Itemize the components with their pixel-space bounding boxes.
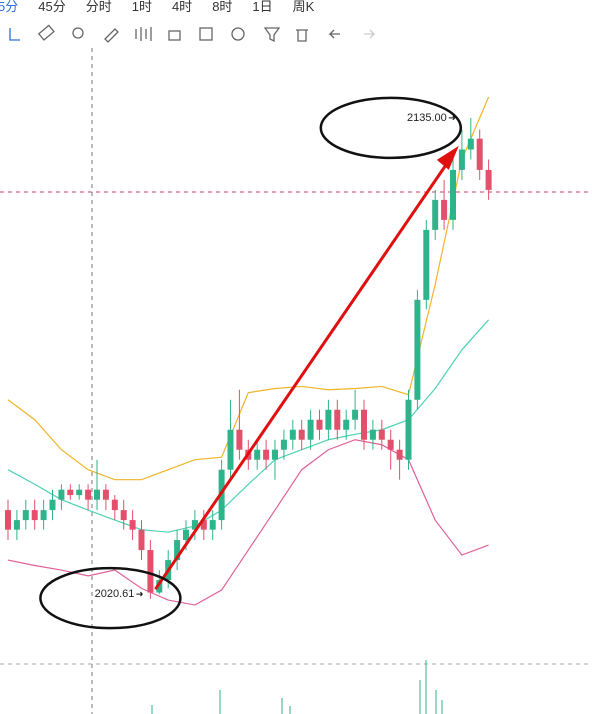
candle-body [183,529,189,541]
candle-body [316,419,323,430]
timeframe-tab[interactable]: 1日 [252,0,273,14]
candle-body [5,510,11,530]
candle-body [352,409,359,420]
annotation-arrow [448,115,456,121]
candle-body [67,489,74,496]
timeframe-tab[interactable]: 1时 [131,0,152,14]
price-annotation: 2020.61 [95,588,135,600]
tool-icon[interactable] [231,27,245,41]
candle-body [476,138,483,170]
candle-body [325,409,332,430]
tool-icon[interactable] [168,30,181,41]
trend-arrow-head [436,145,459,170]
candle-body [254,449,261,460]
candle-body [102,489,109,500]
candle-body [405,399,412,460]
timeframe-tabs: 5分 45分 分时 1时 4时 8时 1日 周K [0,0,334,14]
candle-body [423,229,430,300]
candle-body [138,529,145,551]
candle-body [441,199,448,220]
candle-body [334,409,341,430]
toolbar [9,24,376,43]
candle-body [227,429,234,470]
candle-body [174,540,181,561]
timeframe-tab[interactable]: 45分 [38,0,66,14]
candle-body [120,510,127,521]
timeframe-tab[interactable]: 周K [292,0,315,14]
candle-body [76,489,83,496]
trend-arrow [154,157,453,591]
candle-body [147,550,154,593]
highlight-ellipse [319,96,463,160]
candle-body [361,409,367,440]
candle-body [31,510,38,521]
candle-body [343,419,350,430]
candle-body [432,199,439,230]
candle-body [156,580,163,593]
candle-body [272,449,278,460]
candle-body [289,429,296,440]
candle-body [450,169,456,220]
candle-body [58,489,65,500]
candle-body [94,489,100,500]
candle-body [49,499,56,511]
candle-body [396,449,403,460]
candle-body [467,138,474,150]
candle-body [485,169,492,190]
candle-body [414,299,421,400]
tool-icon[interactable] [72,27,84,39]
candle-body [236,429,243,450]
timeframe-tab[interactable]: 分时 [85,0,112,14]
annotation-arrow [136,591,143,597]
timeframe-tab[interactable]: 5分 [0,0,19,14]
candle-body [369,429,376,440]
candle-body [200,520,207,530]
tool-icon[interactable] [296,29,308,42]
candle-body [40,510,47,521]
candle-body [387,439,394,450]
candle-body [191,520,198,530]
candle-body [111,499,118,511]
band-line [7,96,490,481]
volume-bars [151,660,443,714]
tool-icon[interactable] [199,27,213,41]
candle-body [209,520,216,530]
tool-icon[interactable] [328,29,340,39]
candle-body [85,489,92,500]
highlight-ellipse [39,566,182,630]
candle-body [298,429,305,440]
price-annotation: 2135.00 [407,112,447,124]
tool-icon[interactable] [135,27,152,41]
candle-body [129,520,136,530]
tool-icon[interactable] [37,24,55,41]
candle-body [307,419,314,440]
timeframe-tab[interactable]: 4时 [171,0,193,14]
candle-body [378,429,385,440]
candle-body [13,520,20,530]
candle-body [458,149,465,170]
candle-body [22,510,29,521]
candle-body [263,449,270,460]
tool-icon[interactable] [104,28,119,43]
tool-icon[interactable] [364,29,376,39]
tool-icon[interactable] [9,28,20,41]
candle-body [280,439,287,450]
tool-icon[interactable] [263,27,281,43]
timeframe-tab[interactable]: 8时 [212,0,233,14]
